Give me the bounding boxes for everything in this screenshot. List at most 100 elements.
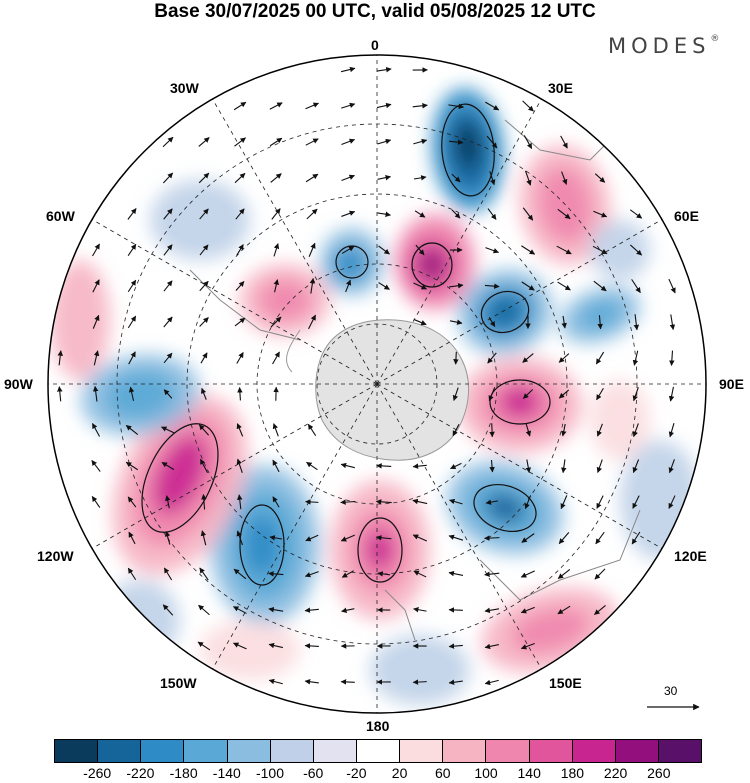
wind-arrow xyxy=(413,318,427,326)
meridian-line xyxy=(211,98,378,385)
lon-label-90w: 90W xyxy=(4,376,33,392)
wind-arrow xyxy=(487,208,497,220)
wind-arrow xyxy=(484,679,499,686)
antarctic-peninsula xyxy=(286,329,301,373)
wind-arrow xyxy=(592,245,608,255)
anomaly-contour xyxy=(473,484,537,532)
wind-arrow xyxy=(448,570,464,577)
wind-arrow xyxy=(525,459,532,474)
wind-arrow xyxy=(271,208,281,220)
wind-arrow xyxy=(199,567,209,581)
colorbar-swatch xyxy=(486,740,530,762)
wind-arrow xyxy=(270,173,282,183)
wind-arrow xyxy=(236,244,244,256)
wind-arrow xyxy=(164,530,171,545)
wind-arrow xyxy=(308,314,316,330)
wind-arrow xyxy=(308,242,316,257)
anomaly-blob xyxy=(620,440,700,560)
wind-arrow xyxy=(268,678,283,685)
wind-arrow xyxy=(489,460,495,473)
wind-arrow xyxy=(668,459,675,474)
wind-arrow xyxy=(525,423,532,437)
wind-arrow xyxy=(269,102,283,110)
wind-arrow xyxy=(561,459,567,474)
wind-arrow xyxy=(197,641,211,651)
wind-arrow xyxy=(163,280,173,292)
wind-arrow xyxy=(341,174,355,182)
wind-arrow xyxy=(453,351,459,365)
wind-arrow xyxy=(304,571,319,578)
anomaly-contour xyxy=(411,242,453,288)
anomaly-blob xyxy=(418,249,446,281)
wind-arrow xyxy=(557,208,571,220)
wind-arrow xyxy=(629,209,643,219)
wind-arrow xyxy=(485,247,500,254)
wind-arrow xyxy=(92,314,100,329)
modes-logo: MODES® xyxy=(608,34,719,58)
colorbar-tick-label: -180 xyxy=(169,765,198,781)
wind-arrow xyxy=(594,605,606,615)
anomaly-blob xyxy=(366,530,394,570)
wind-arrow xyxy=(668,423,675,438)
wind-arrow xyxy=(375,535,392,541)
wind-arrow xyxy=(234,137,246,147)
lon-label-120w: 120W xyxy=(37,548,74,564)
lon-label-30e: 30E xyxy=(548,80,573,96)
wind-arrow xyxy=(127,496,137,508)
colorbar-swatch xyxy=(658,740,702,762)
wind-arrow xyxy=(596,495,604,509)
colorbar-tick-labels: -260 -220 -180 -140 -100 -60 -20 20 60 100 140 180 2… xyxy=(0,765,750,783)
wind-arrow xyxy=(378,245,390,255)
wind-vectors xyxy=(57,66,676,686)
wind-arrow xyxy=(485,499,498,505)
wind-arrow xyxy=(522,389,534,399)
wind-arrow xyxy=(268,642,284,649)
wind-arrow xyxy=(521,245,536,255)
colorbar-swatch xyxy=(615,740,659,762)
colorbar-legend xyxy=(54,739,702,763)
colorbar-swatch xyxy=(270,740,314,762)
latitude-circle xyxy=(186,193,568,575)
wind-arrow xyxy=(273,243,280,257)
wind-arrow xyxy=(486,135,498,149)
wind-arrow xyxy=(556,245,572,255)
wind-arrow xyxy=(340,534,355,542)
wind-arrow xyxy=(201,387,207,400)
colorbar-tick-label: 60 xyxy=(435,765,451,781)
wind-arrow xyxy=(127,567,137,581)
wind-arrow xyxy=(451,209,461,219)
wind-arrow xyxy=(524,170,532,186)
wind-arrow xyxy=(631,279,641,294)
wind-arrow xyxy=(524,495,532,510)
anomaly-contours xyxy=(141,103,551,586)
wind-arrow xyxy=(341,246,355,254)
wind-arrow xyxy=(452,423,460,437)
wind-arrow xyxy=(57,386,63,402)
wind-arrow xyxy=(561,423,567,437)
wind-arrow xyxy=(414,210,426,218)
wind-arrow xyxy=(237,387,243,401)
meridian-line xyxy=(91,218,378,385)
wind-arrow xyxy=(163,244,173,256)
wind-arrow xyxy=(377,211,391,217)
wind-arrow xyxy=(341,607,355,614)
wind-arrow xyxy=(633,314,640,331)
wind-arrow xyxy=(668,495,676,509)
brand-registered-mark: ® xyxy=(710,34,720,44)
wind-arrow xyxy=(521,533,535,543)
wind-arrow xyxy=(448,643,463,649)
wind-arrow xyxy=(520,570,535,578)
colorbar-swatch xyxy=(443,740,487,762)
wind-arrow xyxy=(450,462,462,470)
wind-arrow xyxy=(413,138,428,145)
wind-arrow xyxy=(412,463,427,469)
wind-arrow xyxy=(92,385,99,402)
wind-arrow xyxy=(521,281,535,291)
wind-arrow xyxy=(413,607,427,613)
wind-arrow xyxy=(520,606,535,614)
colorbar-tick-label: -20 xyxy=(346,765,367,781)
wind-arrow xyxy=(199,458,209,474)
wind-arrow xyxy=(594,173,606,183)
wind-arrow xyxy=(340,679,355,685)
wind-arrow xyxy=(522,353,534,363)
